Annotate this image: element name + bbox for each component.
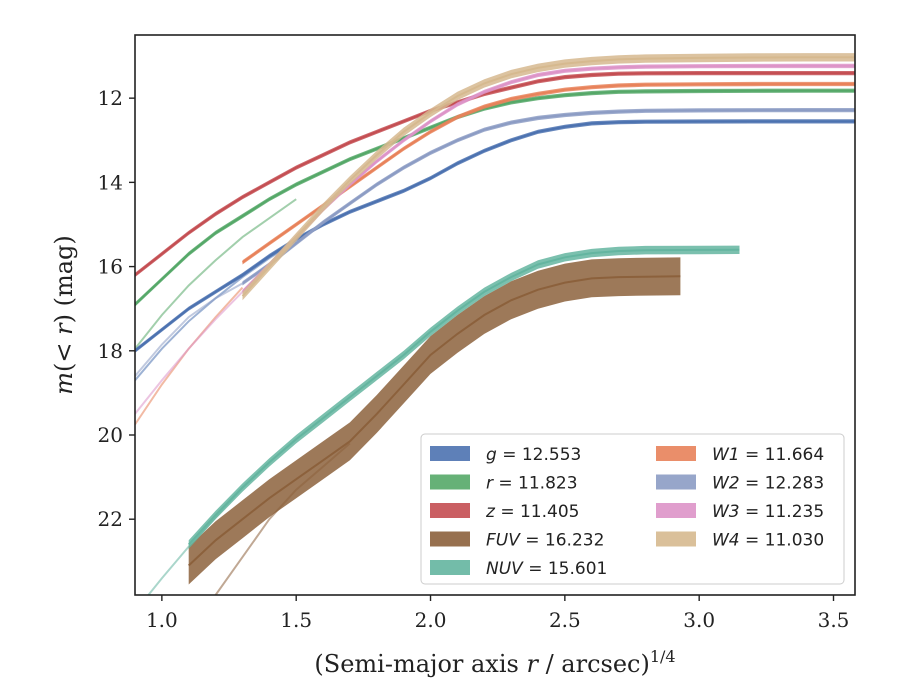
- legend-swatch-w4: [656, 531, 696, 547]
- x-tick-label: 2.0: [415, 608, 447, 632]
- x-tick-label: 3.5: [818, 608, 850, 632]
- y-tick-label: 14: [98, 170, 123, 194]
- y-axis-label-lt: <: [50, 335, 78, 363]
- curves-layer: [135, 53, 855, 595]
- legend-series-value: = 12.553: [497, 445, 582, 465]
- y-tick-label: 20: [98, 423, 123, 447]
- x-tick-label: 1.5: [280, 608, 312, 632]
- y-axis-label-var1: m: [50, 372, 78, 395]
- series-line-nuv: [187, 248, 740, 546]
- x-tick-label: 1.0: [146, 608, 178, 632]
- series-line-g: [135, 120, 855, 352]
- x-axis-ticks: 1.0 1.5 2.0 2.5 3.0 3.5: [146, 595, 849, 632]
- x-tick-label: 2.5: [549, 608, 581, 632]
- x-tick-label: 3.0: [683, 608, 715, 632]
- y-axis-label-open: (: [50, 363, 78, 372]
- legend-box: [420, 433, 845, 585]
- inner-extension-w2: [135, 282, 243, 377]
- legend-swatch-w1: [656, 446, 696, 461]
- series-line-fuv: [188, 275, 681, 567]
- series-line-w4: [241, 56, 855, 297]
- legend-swatch-nuv: [430, 560, 470, 575]
- y-tick-label: 16: [98, 255, 123, 279]
- legend-entry-fuv: FUV = 16.232: [486, 531, 604, 551]
- inner-extension-w3: [135, 291, 244, 415]
- band-fuv: [188, 257, 681, 585]
- legend-series-value: = 11.664: [740, 445, 825, 465]
- legend-series-name: W3: [712, 502, 740, 522]
- legend-series-name: z: [485, 502, 496, 522]
- legend-swatch-w2: [656, 474, 696, 490]
- x-axis-label-var: r: [526, 650, 539, 678]
- legend-swatch-r: [430, 474, 470, 490]
- x-axis-label-tail: / arcsec): [538, 650, 650, 678]
- inner-extension-r: [135, 198, 297, 350]
- legend-series-name: g: [486, 445, 497, 465]
- legend-entry-w3: W3 = 11.235: [712, 502, 824, 522]
- y-axis-label-var2: r: [50, 322, 78, 335]
- legend-series-value: = 11.405: [495, 502, 580, 522]
- legend-swatch-z: [430, 503, 470, 518]
- legend-series-name: FUV: [486, 531, 521, 551]
- legend-entry-w4: W4 = 11.030: [712, 531, 824, 551]
- legend-series-value: = 11.030: [740, 531, 825, 551]
- y-tick-label: 22: [98, 507, 123, 531]
- legend-entry-w2: W2 = 12.283: [712, 474, 824, 494]
- legend-series-name: W2: [712, 474, 740, 494]
- series-line-w2: [241, 109, 855, 285]
- legend-entry-z: z = 11.405: [485, 502, 579, 522]
- y-axis-label: m(< r) (mag): [50, 235, 78, 395]
- plot-frame: [134, 34, 856, 596]
- legend-swatch-w3: [656, 503, 696, 518]
- legend-series-value: = 16.232: [520, 531, 605, 551]
- legend-series-name: NUV: [486, 559, 524, 579]
- legend-series-name: r: [486, 474, 494, 494]
- y-tick-label: 12: [98, 86, 123, 110]
- x-axis-label: (Semi-major axis r / arcsec)1/4: [314, 647, 675, 678]
- y-axis-label-close: ) (mag): [50, 235, 78, 323]
- legend-swatch-g: [430, 446, 470, 461]
- legend-entry-nuv: NUV = 15.601: [486, 559, 607, 579]
- legend-series-name: W4: [712, 531, 740, 551]
- x-axis-label-main: (Semi-major axis: [314, 650, 526, 678]
- legend-series-value: = 11.823: [493, 474, 578, 494]
- legend-series-value: = 15.601: [523, 559, 608, 579]
- legend-series-value: = 11.235: [740, 502, 825, 522]
- x-axis-label-sup: 1/4: [650, 647, 676, 666]
- legend-entry-r: r = 11.823: [486, 474, 578, 494]
- legend-entry-g: g = 12.553: [486, 445, 581, 465]
- y-tick-label: 18: [98, 339, 123, 363]
- legend-series-name: W1: [712, 445, 740, 465]
- legend-series-value: = 12.283: [740, 474, 825, 494]
- legend-swatch-fuv: [430, 531, 470, 547]
- y-axis-ticks: 12 14 16 18 20 22: [98, 86, 135, 531]
- legend-entry-w1: W1 = 11.664: [712, 445, 824, 465]
